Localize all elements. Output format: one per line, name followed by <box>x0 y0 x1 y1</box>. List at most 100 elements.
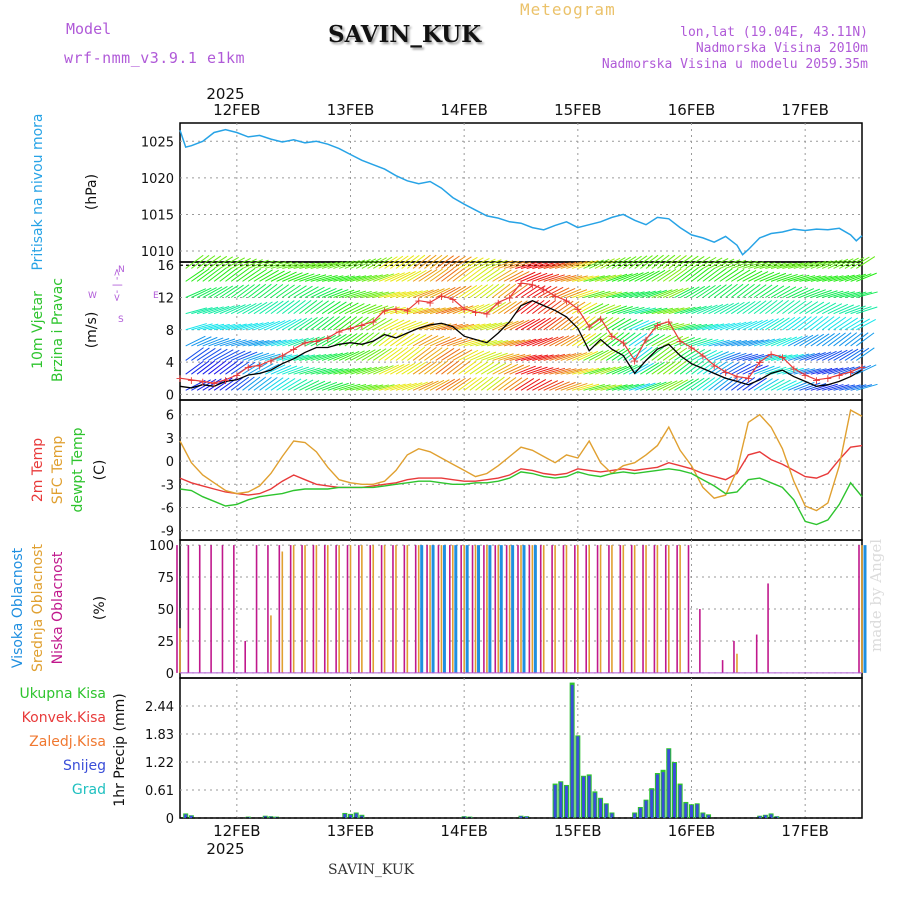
wind-barb <box>554 353 577 361</box>
wind-barb <box>691 349 712 361</box>
wind-barb <box>424 254 443 269</box>
wind-barb <box>486 259 508 269</box>
wind-barb <box>770 273 792 282</box>
wind-barb <box>799 316 818 331</box>
wind-barb <box>202 378 222 391</box>
wind-barb <box>469 361 489 375</box>
wind-barb <box>196 268 216 282</box>
wind-barb <box>549 316 568 331</box>
wind-barb <box>589 290 611 298</box>
wind-gust-marker: + <box>323 332 332 345</box>
wind-barb <box>407 289 429 298</box>
wind-barb <box>384 319 405 331</box>
wind-barb <box>327 289 349 298</box>
wind-barb <box>588 349 609 361</box>
wind-barb <box>708 303 729 315</box>
wind-barb <box>412 269 433 282</box>
wind-gust-marker: + <box>391 303 400 316</box>
wind-barb <box>463 257 484 269</box>
wind-barb <box>549 368 571 375</box>
precip-bar-snow <box>343 813 347 818</box>
wind-barb <box>782 274 804 282</box>
wind-barb <box>321 275 344 282</box>
wind-barb <box>787 316 807 331</box>
wind-barb <box>628 332 648 347</box>
wind-barb <box>264 300 284 315</box>
wind-barb <box>804 352 826 361</box>
wind-barb <box>219 360 238 375</box>
wind-barb <box>219 304 241 315</box>
wind-barb <box>253 353 275 361</box>
wind-barb <box>219 323 242 331</box>
wind-barb <box>776 316 796 331</box>
wind-barb <box>247 301 268 315</box>
day-label-bottom: 14FEB <box>440 822 487 840</box>
wind-barb <box>463 376 483 391</box>
wind-barb <box>242 283 261 298</box>
wind-barb <box>776 336 798 347</box>
wind-barb <box>503 339 526 347</box>
wind-barb <box>208 305 230 315</box>
wind-barb <box>714 351 735 361</box>
wind-barb <box>787 300 807 315</box>
wind-barb <box>389 346 409 361</box>
wind-barb <box>282 284 301 298</box>
wind-barb <box>282 366 304 375</box>
precip-legend-item: Snijeg <box>63 758 106 774</box>
wind-barb <box>452 377 472 391</box>
wind-barb <box>571 316 590 331</box>
wind-barb <box>753 318 774 331</box>
precip-bar-snow <box>599 798 603 818</box>
wind-barb <box>458 339 480 347</box>
wind-barb <box>651 346 670 361</box>
wind-barb <box>469 351 491 361</box>
wind-barb <box>600 348 620 361</box>
wind-barb <box>628 320 650 331</box>
wind-barb <box>674 378 694 391</box>
wind-barb <box>691 377 710 391</box>
wind-barb <box>475 361 495 375</box>
wind-barb <box>645 307 668 315</box>
wind-barb <box>685 267 704 282</box>
wind-barb <box>577 290 599 298</box>
wind-barb <box>395 290 418 298</box>
y-tick-label: 0 <box>166 388 174 403</box>
wind-barb <box>662 335 684 347</box>
wind-barb <box>742 364 763 375</box>
wind-barb <box>248 352 270 361</box>
wind-barb <box>736 270 757 282</box>
wind-barb <box>480 302 501 315</box>
wind-barb <box>827 349 848 361</box>
precip-bar-snow <box>655 774 659 818</box>
precip-bar-snow <box>758 816 762 818</box>
wind-barb <box>441 360 460 375</box>
wind-barb <box>446 338 469 347</box>
wind-barb <box>259 269 279 282</box>
wind-barb <box>748 339 770 347</box>
wind-barb <box>543 274 565 282</box>
wind-barb <box>634 255 653 269</box>
wind-barb <box>617 347 636 361</box>
wind-barb <box>702 376 721 391</box>
wind-barb <box>350 303 371 315</box>
wind-barb <box>674 347 694 361</box>
wind-barb <box>782 367 804 375</box>
wind-barb <box>526 272 548 282</box>
wind-barb <box>344 350 365 361</box>
wind-barb <box>714 339 736 347</box>
panel-frame <box>179 122 863 263</box>
wind-barb <box>281 300 301 315</box>
precip-bar-snow <box>633 813 637 818</box>
wind-barb <box>594 304 616 315</box>
wind-barb <box>412 254 431 269</box>
wind-barb <box>696 284 716 298</box>
wind-barb <box>850 306 872 315</box>
wind-barb <box>856 347 875 361</box>
wind-barb <box>651 361 671 375</box>
wind-barb <box>765 366 787 375</box>
wind-barb <box>384 291 406 298</box>
wind-barb <box>623 383 645 391</box>
wind-barb <box>310 287 331 298</box>
wind-barb <box>657 347 676 361</box>
wind-barb <box>236 351 258 361</box>
